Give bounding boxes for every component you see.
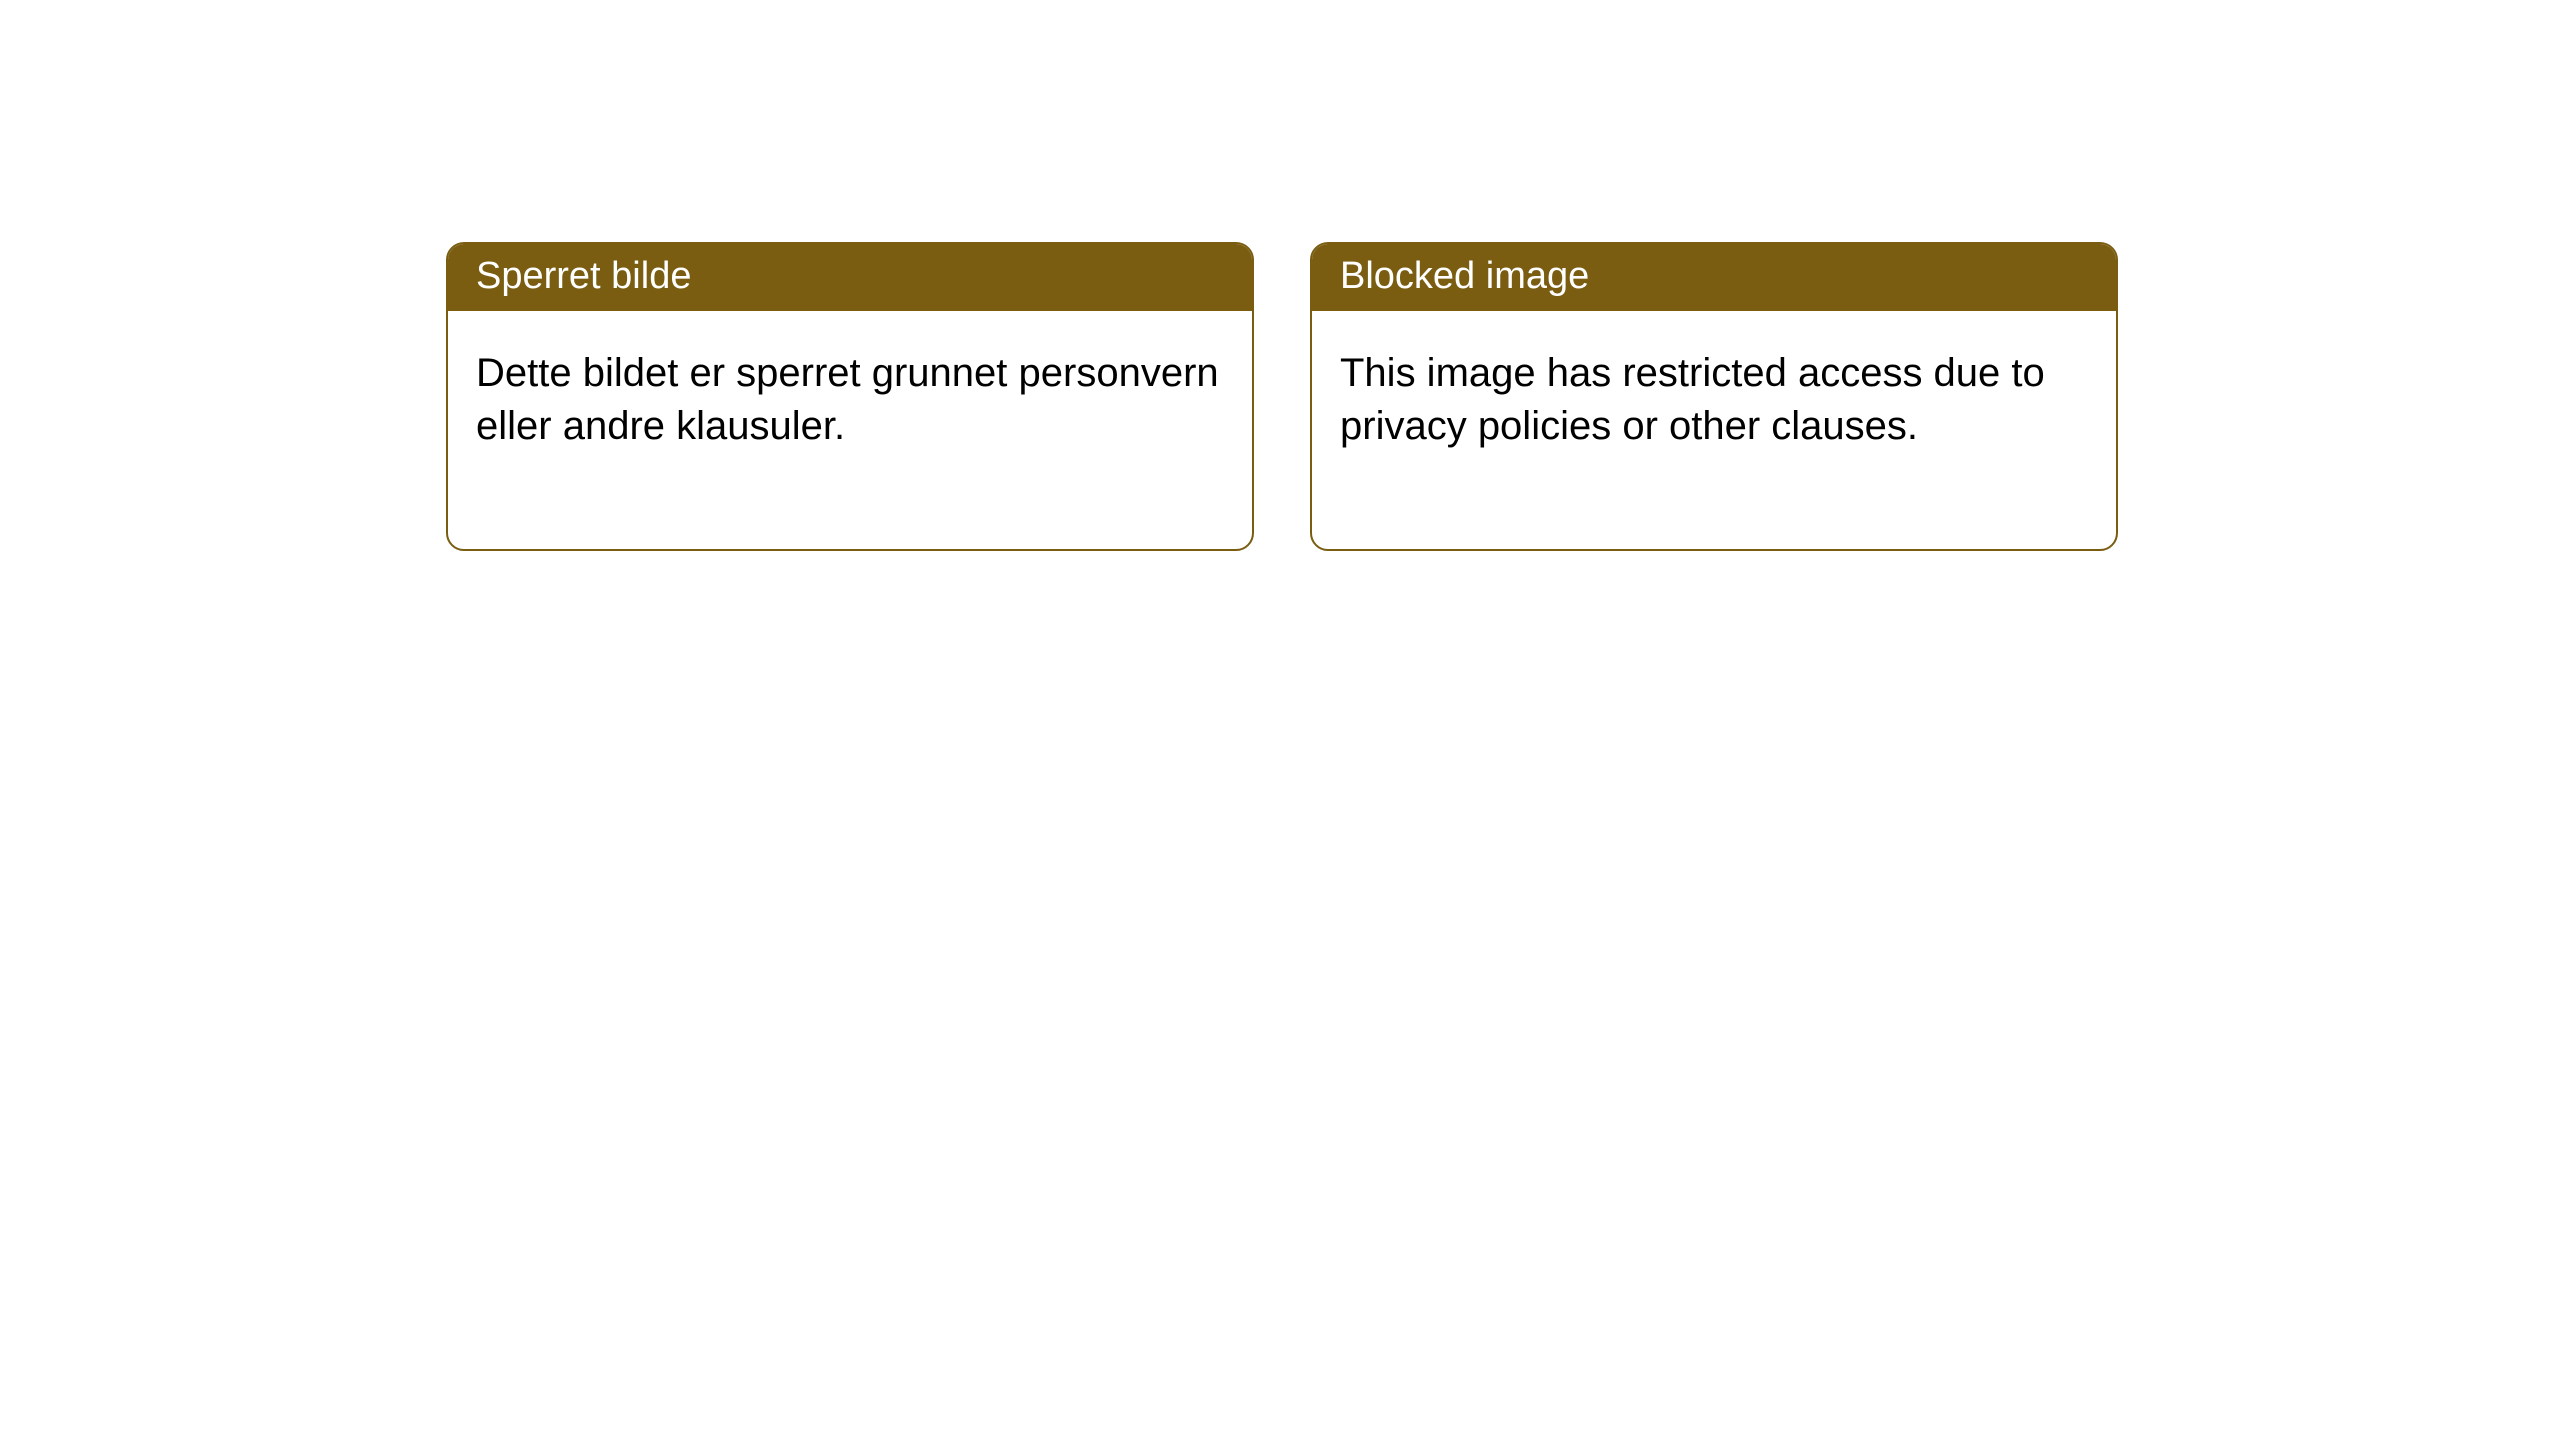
notice-card-no: Sperret bilde Dette bildet er sperret gr…	[446, 242, 1254, 551]
notice-card-en: Blocked image This image has restricted …	[1310, 242, 2118, 551]
notice-container: Sperret bilde Dette bildet er sperret gr…	[0, 0, 2560, 551]
notice-body-en: This image has restricted access due to …	[1312, 311, 2116, 549]
notice-title-no: Sperret bilde	[448, 244, 1252, 311]
notice-body-no: Dette bildet er sperret grunnet personve…	[448, 311, 1252, 549]
notice-title-en: Blocked image	[1312, 244, 2116, 311]
